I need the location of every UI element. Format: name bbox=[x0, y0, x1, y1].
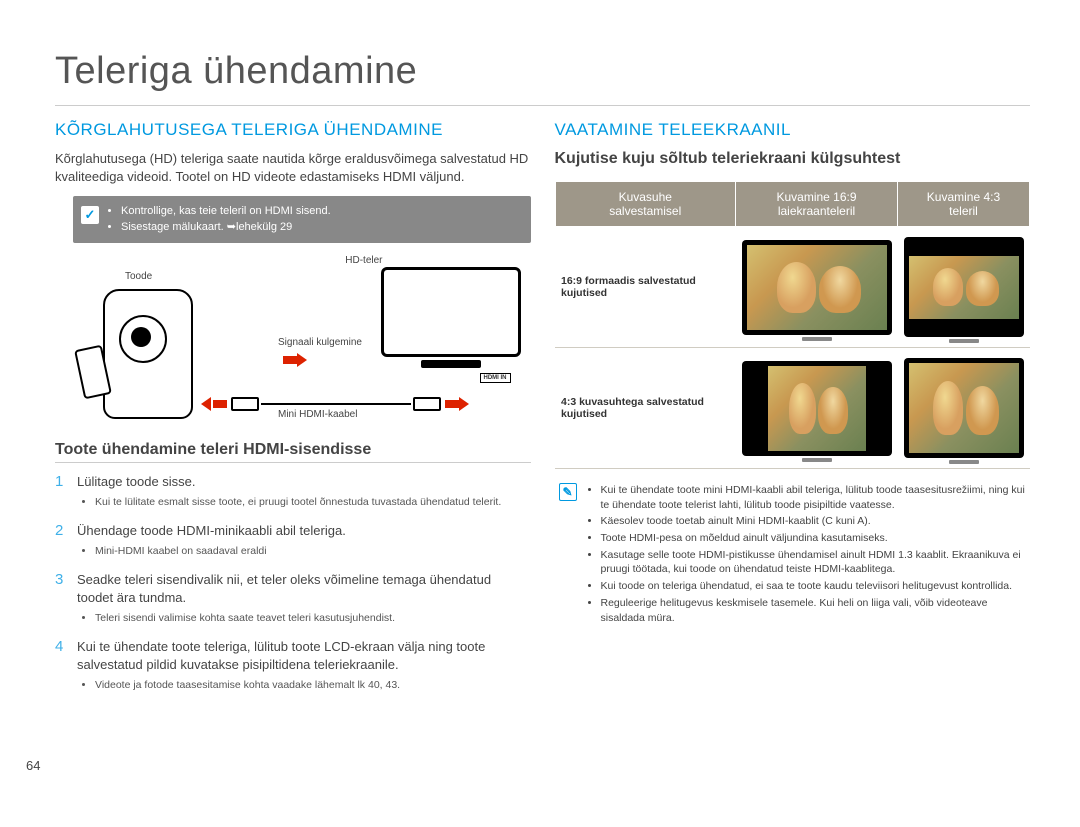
diagram-label-signal: Signaali kulgemine bbox=[278, 337, 362, 348]
right-subheading: Kujutise kuju sõltub teleriekraani külgs… bbox=[555, 150, 1031, 171]
divider bbox=[55, 105, 1030, 106]
row-label: 16:9 formaadis salvestatud kujutised bbox=[555, 227, 736, 348]
table-header: Kuvamine 16:9laiekraanteleril bbox=[736, 182, 898, 227]
page-title: Teleriga ühendamine bbox=[55, 50, 1030, 93]
arrow-red-icon bbox=[283, 353, 309, 367]
table-row: 16:9 formaadis salvestatud kujutised bbox=[555, 227, 1030, 348]
table-row: 4:3 kuvasuhtega salvestatud kujutised bbox=[555, 348, 1030, 469]
step-text: Ühendage toode HDMI-minikaabli abil tele… bbox=[77, 523, 346, 538]
step-number: 3 bbox=[55, 571, 69, 628]
tv-cell bbox=[898, 227, 1030, 348]
step-bullet: Kui te lülitate esmalt sisse toote, ei p… bbox=[95, 495, 531, 510]
right-column: VAATAMINE TELEEKRAANIL Kujutise kuju sõl… bbox=[555, 120, 1031, 705]
step-text: Kui te ühendate toote teleriga, lülitub … bbox=[77, 639, 485, 672]
left-subheading: Toote ühendamine teleri HDMI-sisendisse bbox=[55, 441, 531, 463]
info-icon: ✎ bbox=[559, 483, 577, 501]
hdmi-in-label: HDMI IN bbox=[480, 373, 511, 383]
left-heading: KÕRGLAHUTUSEGA TELERIGA ÜHENDAMINE bbox=[55, 120, 531, 140]
connection-diagram: Toode HD-teler Signaali kulgemine HDMI I… bbox=[73, 257, 531, 427]
two-column-layout: KÕRGLAHUTUSEGA TELERIGA ÜHENDAMINE Kõrgl… bbox=[55, 120, 1030, 705]
step: 4 Kui te ühendate toote teleriga, lülitu… bbox=[55, 638, 531, 695]
info-box: ✎ Kui te ühendate toote mini HDMI-kaabli… bbox=[559, 483, 1031, 627]
info-item: Kui toode on teleriga ühendatud, ei saa … bbox=[601, 579, 1031, 594]
step-bullet: Teleri sisendi valimise kohta saate teav… bbox=[95, 611, 531, 626]
step-bullet: Videote ja fotode taasesitamise kohta va… bbox=[95, 678, 531, 693]
step-number: 4 bbox=[55, 638, 69, 695]
step-number: 1 bbox=[55, 473, 69, 512]
tv-icon bbox=[381, 267, 521, 357]
check-icon: ✓ bbox=[81, 206, 99, 224]
info-item: Kui te ühendate toote mini HDMI-kaabli a… bbox=[601, 483, 1031, 512]
step-text: Seadke teleri sisendivalik nii, et teler… bbox=[77, 572, 491, 605]
diagram-label-cable: Mini HDMI-kaabel bbox=[278, 409, 357, 420]
arrow-red-icon bbox=[201, 397, 227, 411]
left-intro: Kõrglahutusega (HD) teleriga saate nauti… bbox=[55, 150, 531, 186]
diagram-label-product: Toode bbox=[125, 271, 152, 282]
step: 1 Lülitage toode sisse. Kui te lülitate … bbox=[55, 473, 531, 512]
note-item: Kontrollige, kas teie teleril on HDMI si… bbox=[121, 204, 521, 219]
step-number: 2 bbox=[55, 522, 69, 561]
info-item: Reguleerige helitugevus keskmisele tasem… bbox=[601, 596, 1031, 625]
tv-cell bbox=[736, 227, 898, 348]
note-item: Sisestage mälukaart. ➥lehekülg 29 bbox=[121, 220, 521, 235]
tv-cell bbox=[736, 348, 898, 469]
camcorder-icon bbox=[103, 289, 193, 419]
cable-line bbox=[261, 403, 411, 405]
tv-cell bbox=[898, 348, 1030, 469]
steps-list: 1 Lülitage toode sisse. Kui te lülitate … bbox=[55, 473, 531, 695]
left-column: KÕRGLAHUTUSEGA TELERIGA ÜHENDAMINE Kõrgl… bbox=[55, 120, 531, 705]
step: 3 Seadke teleri sisendivalik nii, et tel… bbox=[55, 571, 531, 628]
aspect-ratio-table: Kuvasuhesalvestamisel Kuvamine 16:9laiek… bbox=[555, 181, 1031, 469]
plug-icon bbox=[231, 397, 259, 411]
table-header: Kuvasuhesalvestamisel bbox=[555, 182, 736, 227]
page-number: 64 bbox=[26, 758, 40, 773]
arrow-red-icon bbox=[445, 397, 471, 411]
step-bullet: Mini-HDMI kaabel on saadaval eraldi bbox=[95, 544, 531, 559]
info-item: Toote HDMI-pesa on mõeldud ainult väljun… bbox=[601, 531, 1031, 546]
step-text: Lülitage toode sisse. bbox=[77, 474, 196, 489]
info-item: Käesolev toode toetab ainult Mini HDMI-k… bbox=[601, 514, 1031, 529]
step: 2 Ühendage toode HDMI-minikaabli abil te… bbox=[55, 522, 531, 561]
row-label: 4:3 kuvasuhtega salvestatud kujutised bbox=[555, 348, 736, 469]
note-box: ✓ Kontrollige, kas teie teleril on HDMI … bbox=[73, 196, 531, 243]
table-header: Kuvamine 4:3teleril bbox=[898, 182, 1030, 227]
plug-icon bbox=[413, 397, 441, 411]
diagram-label-tv: HD-teler bbox=[345, 255, 382, 266]
right-heading: VAATAMINE TELEEKRAANIL bbox=[555, 120, 1031, 140]
info-item: Kasutage selle toote HDMI-pistikusse ühe… bbox=[601, 548, 1031, 577]
